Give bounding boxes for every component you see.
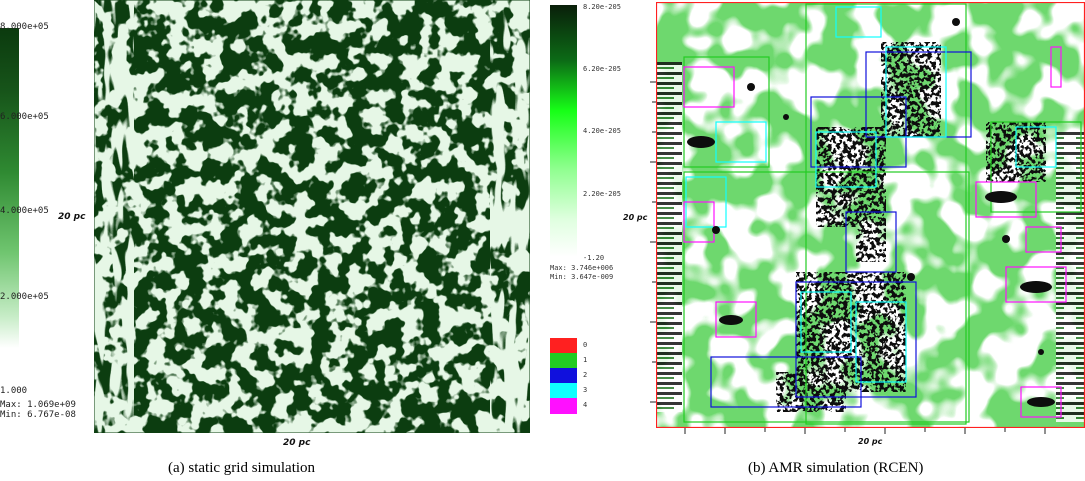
colorbar-a-tick: 1.000 (0, 386, 28, 396)
density-map-a (94, 0, 530, 433)
colorbar-a-tick: 6.000e+05 (0, 112, 49, 122)
amr-density-map-b (656, 2, 1085, 428)
colorbar-b-tick: -1.20 (583, 254, 605, 262)
max-value-b: Max: 3.746e+006 (550, 264, 614, 272)
colorbar-a (0, 28, 19, 348)
level-swatch-0 (550, 338, 577, 353)
colorbar-b-tick: 4.20e-205 (583, 127, 621, 135)
level-swatch-3 (550, 383, 577, 398)
level-swatch-1 (550, 353, 577, 368)
caption-a: (a) static grid simulation (168, 460, 316, 476)
level-label: 3 (583, 386, 588, 394)
colorbar-b (550, 5, 577, 257)
x-axis-label-a: 20 pc (283, 438, 311, 448)
max-value-a: Max: 1.069e+09 (0, 400, 76, 410)
dense-clumps (776, 42, 1046, 412)
min-value-a: Min: 6.767e-08 (0, 410, 76, 420)
colorbar-b-tick: 2.20e-205 (583, 190, 621, 198)
colorbar-a-tick: 8.000e+05 (0, 22, 49, 32)
colorbar-b-tick: 8.20e-205 (583, 3, 621, 11)
x-axis-label-b: 20 pc (858, 437, 883, 446)
level-swatch-2 (550, 368, 577, 383)
level-label: 2 (583, 371, 588, 379)
level-label: 4 (583, 401, 588, 409)
y-axis-label-a: 20 pc (58, 212, 86, 222)
min-value-b: Min: 3.647e-009 (550, 273, 614, 281)
level-label: 1 (583, 356, 588, 364)
ticks-b (650, 81, 1046, 434)
colorbar-a-tick: 2.000e+05 (0, 292, 49, 302)
caption-b: (b) AMR simulation (RCEN) (748, 460, 924, 476)
colorbar-b-tick: 6.20e-205 (583, 65, 621, 73)
level-label: 0 (583, 341, 588, 349)
y-axis-label-b: 20 pc (623, 213, 648, 222)
level-swatch-4 (550, 398, 577, 414)
colorbar-a-tick: 4.000e+05 (0, 206, 49, 216)
